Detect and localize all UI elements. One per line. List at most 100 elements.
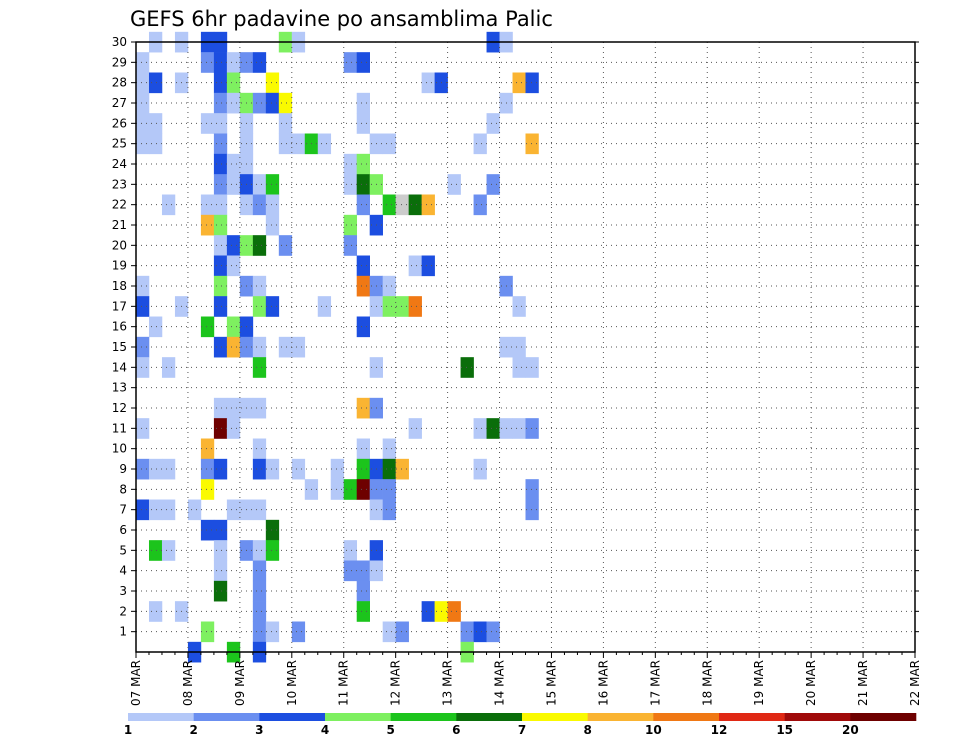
heatmap-cell — [226, 92, 241, 114]
heatmap-cell — [421, 601, 435, 622]
legend: 1 2 3 4 5 6 7 8 10 12 15 20 — [124, 713, 917, 737]
heatmap-cell — [356, 580, 370, 602]
heatmap-cell — [148, 458, 163, 480]
heatmap-cell — [265, 621, 280, 643]
heatmap-cell — [213, 296, 228, 317]
legend-swatch — [128, 713, 194, 721]
heatmap-cell — [252, 560, 267, 582]
heatmap-cell — [343, 540, 358, 561]
legend-swatch — [719, 713, 785, 721]
heatmap-cell — [252, 580, 267, 602]
heatmap-cell — [343, 52, 358, 73]
heatmap-cell — [486, 174, 500, 195]
heatmap-cell — [343, 174, 358, 195]
legend-swatch — [522, 713, 588, 721]
heatmap-cell — [343, 479, 358, 500]
heatmap-cell — [473, 418, 487, 439]
heatmap-cell — [213, 336, 228, 358]
heatmap-cell — [330, 458, 345, 480]
heatmap-cell — [252, 92, 267, 114]
heatmap-cell — [213, 113, 228, 134]
heatmap-cell — [148, 316, 163, 338]
heatmap-cell — [265, 92, 280, 114]
heatmap-cell — [512, 72, 526, 94]
heatmap-cell — [213, 214, 228, 236]
heatmap-cell — [213, 72, 228, 94]
heatmap-cell — [252, 458, 267, 480]
heatmap-cell — [382, 621, 396, 643]
heatmap-cell — [200, 113, 215, 134]
heatmap-cell — [136, 52, 150, 73]
heatmap-cell — [356, 275, 370, 297]
legend-label: 3 — [255, 723, 263, 737]
heatmap-cell — [473, 194, 487, 216]
y-tick-label: 12 — [112, 401, 127, 415]
heatmap-cell — [161, 194, 176, 216]
heatmap-cell — [226, 336, 241, 358]
heatmap-cell — [213, 133, 228, 155]
heatmap-cell — [486, 113, 500, 134]
heatmap-cell — [356, 174, 370, 195]
y-tick-label: 8 — [119, 482, 127, 496]
heatmap-cell — [213, 540, 228, 561]
legend-swatch — [390, 713, 457, 721]
heatmap-cell — [291, 621, 306, 643]
x-tick-label: 10 MAR — [285, 660, 299, 706]
x-tick-label: 15 MAR — [544, 660, 558, 706]
y-tick-label: 26 — [112, 116, 127, 130]
heatmap-cell — [252, 52, 267, 73]
y-tick-label: 16 — [112, 320, 127, 334]
y-tick-label: 9 — [119, 462, 127, 476]
heatmap-cell — [395, 296, 409, 317]
heatmap-cell — [252, 540, 267, 561]
heatmap-cell — [200, 52, 215, 73]
y-tick-label: 30 — [112, 35, 127, 49]
y-tick-label: 14 — [112, 360, 127, 374]
heatmap-cell — [213, 174, 228, 195]
heatmap-cell — [356, 113, 370, 134]
heatmap-cell — [136, 357, 150, 378]
heatmap-cell — [356, 316, 370, 338]
y-tick-label: 28 — [112, 76, 127, 90]
heatmap-cell — [136, 92, 150, 114]
x-axis: 07 MAR 08 MAR 09 MAR 10 MAR 11 MAR 12 MAR 13 M… — [129, 652, 922, 706]
heatmap-cell — [265, 458, 280, 480]
y-tick-label: 6 — [119, 523, 127, 537]
heatmap-cell — [356, 479, 370, 500]
heatmap-cell — [252, 235, 267, 256]
heatmap-cell — [525, 499, 539, 521]
heatmap-cell — [148, 133, 163, 155]
heatmap-cell — [395, 458, 409, 480]
legend-label: 15 — [776, 723, 793, 737]
heatmap-cell — [447, 174, 461, 195]
heatmap-cell — [213, 92, 228, 114]
legend-label: 7 — [518, 723, 526, 737]
heatmap-cell — [136, 275, 150, 297]
heatmap-cell — [382, 296, 396, 317]
heatmap-cell — [213, 235, 228, 256]
heatmap-cell — [213, 153, 228, 175]
x-tick-label: 13 MAR — [441, 660, 455, 706]
heatmap-cell — [317, 296, 332, 317]
heatmap-cell — [265, 296, 280, 317]
heatmap-cell — [447, 601, 461, 622]
heatmap-cell — [265, 214, 280, 236]
heatmap-cell — [136, 499, 150, 521]
y-tick-label: 13 — [112, 381, 127, 395]
heatmap-cell — [252, 621, 267, 643]
heatmap-cell — [356, 397, 370, 419]
heatmap-cell — [226, 52, 241, 73]
heatmap-cell — [343, 214, 358, 236]
heatmap-cell — [136, 336, 150, 358]
x-tick-label: 07 MAR — [129, 660, 143, 706]
heatmap-cell — [382, 133, 396, 155]
heatmap-cell — [265, 174, 280, 195]
heatmap-cell — [161, 357, 176, 378]
y-tick-label: 2 — [119, 604, 127, 618]
legend-swatch — [193, 713, 260, 721]
heatmap-cell — [408, 418, 422, 439]
heatmap-cell — [382, 275, 396, 297]
chart-title: GEFS 6hr padavine po ansamblima Palic — [130, 7, 553, 31]
y-tick-label: 24 — [112, 157, 127, 171]
